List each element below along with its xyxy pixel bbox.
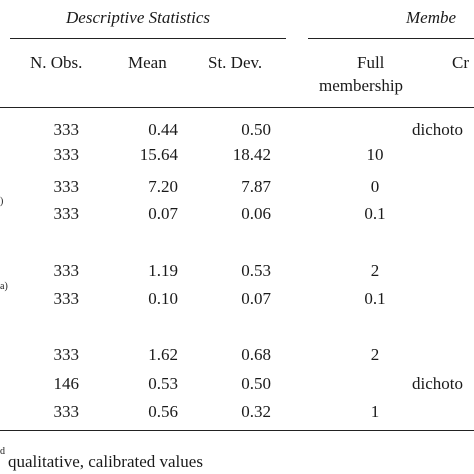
mean: 0.07 — [148, 204, 178, 223]
full-membership: 0.1 — [364, 204, 386, 223]
group-header: Descriptive Statistics — [66, 8, 211, 27]
column-header: N. Obs. — [30, 53, 83, 72]
mean: 0.10 — [148, 289, 178, 308]
n-obs: 333 — [53, 145, 80, 164]
mean: 1.62 — [148, 345, 178, 364]
mean: 0.53 — [148, 374, 178, 393]
st-dev: 0.07 — [241, 289, 271, 308]
st-dev: 0.50 — [241, 120, 271, 139]
row-note: ) — [0, 196, 4, 207]
group-header: Membe — [406, 8, 457, 27]
st-dev: 0.53 — [241, 261, 271, 280]
rule — [308, 38, 474, 39]
column-header: membership — [319, 76, 404, 95]
mean: 15.64 — [139, 145, 178, 164]
column-header: St. Dev. — [208, 53, 263, 72]
mean: 0.56 — [148, 402, 178, 421]
n-obs: 333 — [53, 261, 80, 280]
rule — [10, 38, 286, 39]
footnote-mark: d — [0, 446, 5, 457]
full-membership: 2 — [370, 345, 380, 364]
n-obs: 146 — [53, 374, 80, 393]
full-membership: 1 — [370, 402, 380, 421]
full-membership: 2 — [370, 261, 380, 280]
n-obs: 333 — [53, 289, 80, 308]
rule — [0, 430, 474, 431]
n-obs: 333 — [53, 402, 80, 421]
mean: 0.44 — [148, 120, 178, 139]
n-obs: 333 — [53, 120, 80, 139]
full-membership: 10 — [366, 145, 384, 164]
st-dev: 0.32 — [241, 402, 271, 421]
full-membership: 0.1 — [364, 289, 386, 308]
st-dev: 0.68 — [241, 345, 271, 364]
column-header: Mean — [128, 53, 167, 72]
st-dev: 0.50 — [241, 374, 271, 393]
st-dev: 0.06 — [241, 204, 271, 223]
st-dev: 7.87 — [241, 177, 271, 196]
membership: dichoto — [412, 374, 463, 393]
n-obs: 333 — [53, 177, 80, 196]
footnote: qualitative, calibrated values — [8, 452, 203, 471]
column-header: Full — [357, 53, 385, 72]
st-dev: 18.42 — [232, 145, 271, 164]
row-note: a) — [0, 281, 8, 292]
membership: dichoto — [412, 120, 463, 139]
column-header: Cr — [452, 53, 469, 72]
rule — [0, 107, 474, 108]
mean: 7.20 — [148, 177, 178, 196]
n-obs: 333 — [53, 345, 80, 364]
n-obs: 333 — [53, 204, 80, 223]
full-membership: 0 — [370, 177, 380, 196]
mean: 1.19 — [148, 261, 178, 280]
